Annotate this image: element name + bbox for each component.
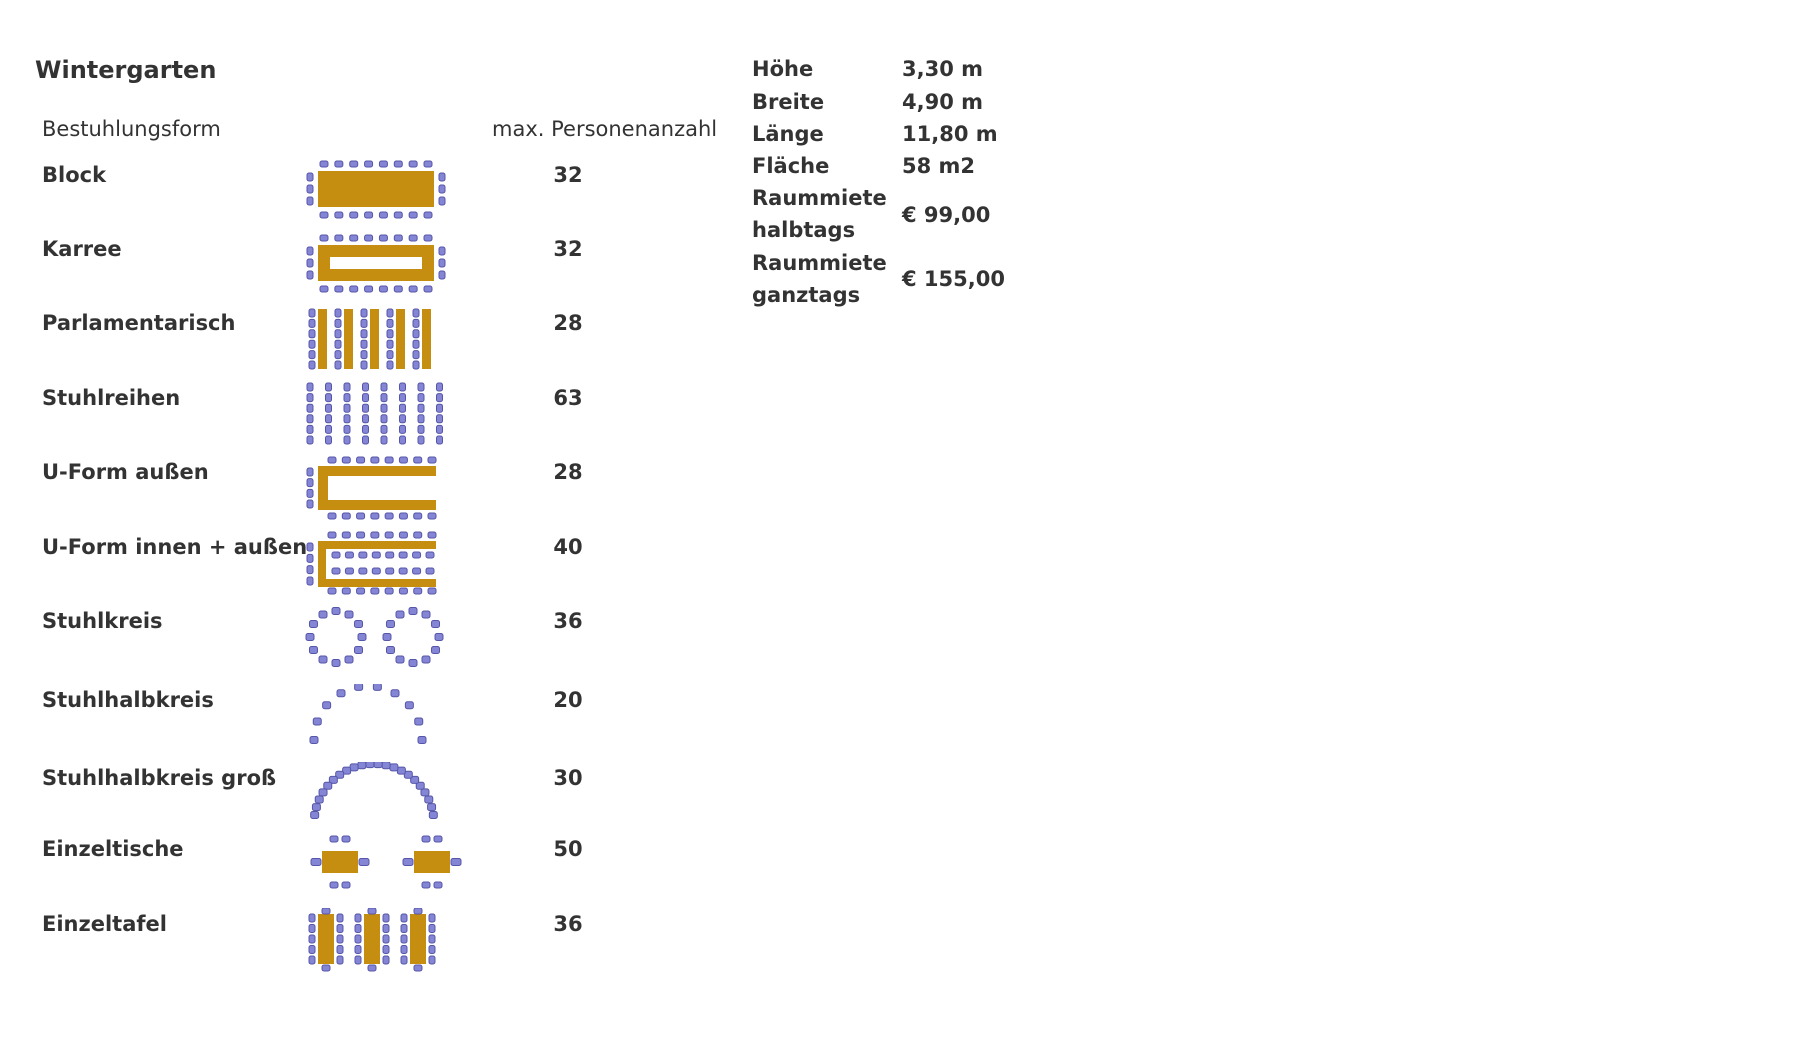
seating-icon xyxy=(308,908,436,972)
spec-label: Höhe xyxy=(752,57,814,81)
spec-label: Raummiete halbtags xyxy=(752,186,887,242)
seating-icon xyxy=(308,308,431,370)
seating-name: Einzeltafel xyxy=(42,912,167,936)
spec-label: Länge xyxy=(752,122,824,146)
seating-icon xyxy=(306,531,437,595)
seating-icon xyxy=(309,684,427,744)
seating-name: U-Form außen xyxy=(42,460,209,484)
spec-value: 58 m2 xyxy=(902,154,976,178)
column-header: max. Personenanzahl xyxy=(492,117,718,141)
seating-icon xyxy=(306,234,446,293)
capacity: 50 xyxy=(553,837,583,861)
seating-name: U-Form innen + außen xyxy=(42,535,308,559)
capacity: 28 xyxy=(553,460,583,484)
seating-name: Stuhlreihen xyxy=(42,386,181,410)
capacity: 28 xyxy=(553,311,583,335)
seating-icon xyxy=(306,382,443,445)
seating-icon xyxy=(306,456,437,520)
spec-label: Fläche xyxy=(752,154,830,178)
seating-icon xyxy=(310,835,462,889)
spec-value: € 155,00 xyxy=(902,267,1005,291)
seating-name: Parlamentarisch xyxy=(42,311,236,335)
seating-name: Stuhlkreis xyxy=(42,609,163,633)
seating-name: Stuhlhalbkreis groß xyxy=(42,766,277,790)
capacity: 20 xyxy=(553,688,583,712)
seating-name: Block xyxy=(42,163,107,187)
seating-name: Einzeltische xyxy=(42,837,184,861)
capacity: 32 xyxy=(553,237,583,261)
capacity: 40 xyxy=(553,535,583,559)
spec-label: Breite xyxy=(752,90,825,114)
seating-name: Karree xyxy=(42,237,122,261)
seating-icon xyxy=(306,160,446,219)
room-title: Wintergarten xyxy=(35,56,217,84)
capacity: 36 xyxy=(553,609,583,633)
capacity: 36 xyxy=(553,912,583,936)
spec-value: € 99,00 xyxy=(902,203,991,227)
seating-name: Stuhlhalbkreis xyxy=(42,688,214,712)
spec-value: 11,80 m xyxy=(902,122,998,146)
seating-icon xyxy=(305,607,444,667)
column-header: Bestuhlungsform xyxy=(42,117,221,141)
capacity: 30 xyxy=(553,766,583,790)
capacity: 63 xyxy=(553,386,583,410)
spec-value: 4,90 m xyxy=(902,90,984,114)
spec-label: Raummiete ganztags xyxy=(752,251,887,307)
capacity: 32 xyxy=(553,163,583,187)
spec-value: 3,30 m xyxy=(902,57,984,81)
seating-icon xyxy=(310,762,438,820)
